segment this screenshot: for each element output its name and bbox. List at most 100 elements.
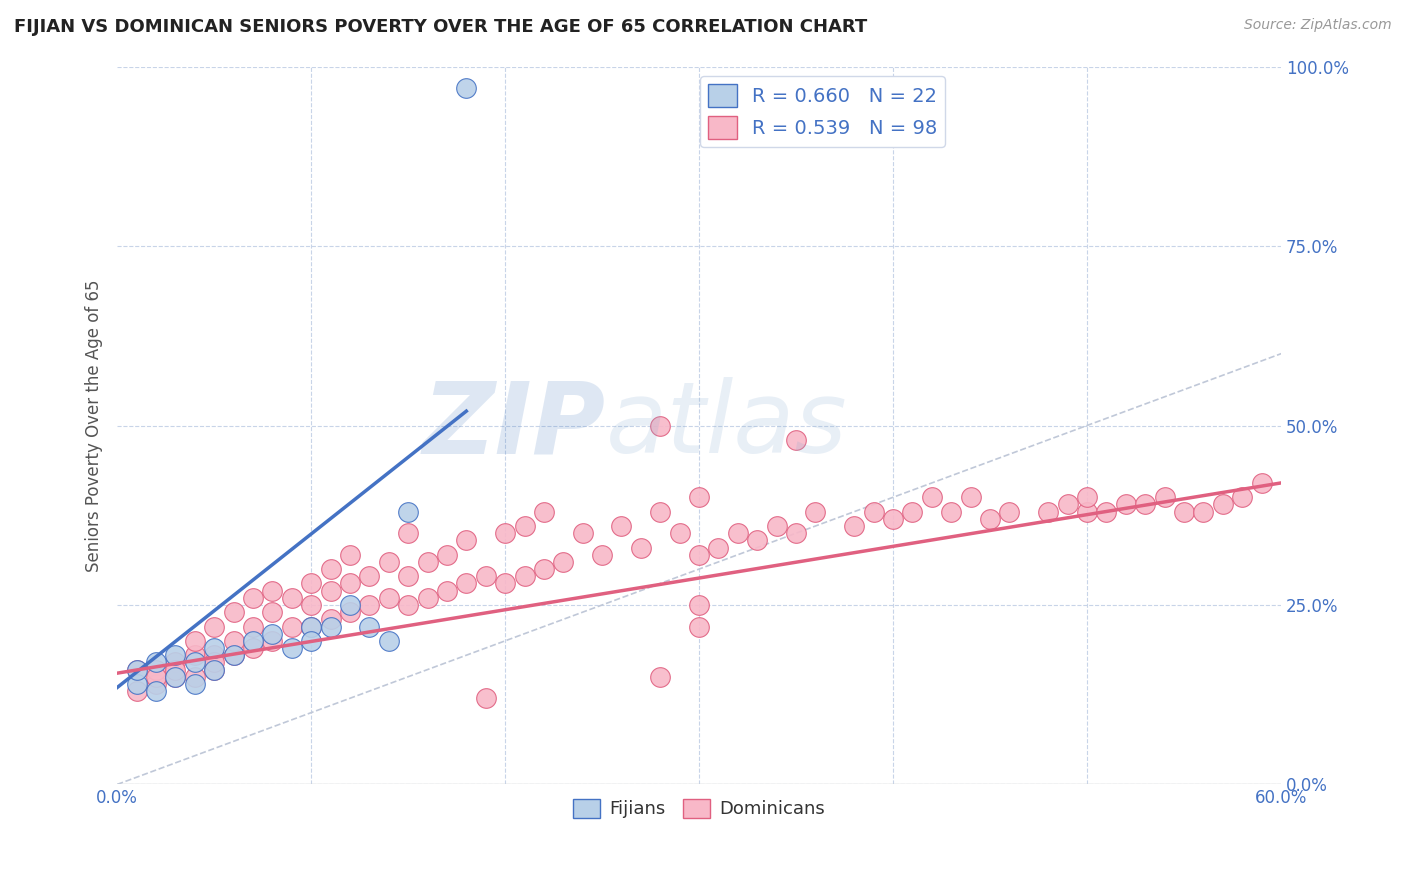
Text: Source: ZipAtlas.com: Source: ZipAtlas.com — [1244, 18, 1392, 32]
Point — [1056, 498, 1078, 512]
Point — [222, 648, 245, 663]
Point — [222, 633, 245, 648]
Point — [650, 418, 672, 433]
Point — [785, 433, 807, 447]
Point — [202, 663, 225, 677]
Point — [319, 583, 342, 598]
Point — [591, 548, 613, 562]
Point — [125, 684, 148, 698]
Point — [319, 612, 342, 626]
Point — [319, 619, 342, 633]
Legend: Fijians, Dominicans: Fijians, Dominicans — [565, 792, 832, 826]
Point — [165, 670, 187, 684]
Point — [125, 677, 148, 691]
Point — [184, 670, 207, 684]
Point — [165, 648, 187, 663]
Point — [901, 505, 924, 519]
Point — [727, 526, 749, 541]
Point — [862, 505, 884, 519]
Point — [396, 505, 419, 519]
Point — [299, 619, 322, 633]
Point — [630, 541, 652, 555]
Point — [1250, 475, 1272, 490]
Point — [184, 656, 207, 670]
Point — [145, 670, 167, 684]
Point — [319, 562, 342, 576]
Point — [474, 569, 496, 583]
Point — [359, 619, 381, 633]
Point — [299, 598, 322, 612]
Point — [1038, 505, 1060, 519]
Point — [650, 505, 672, 519]
Point — [339, 598, 361, 612]
Point — [339, 576, 361, 591]
Point — [688, 491, 710, 505]
Point — [610, 519, 633, 533]
Point — [1133, 498, 1156, 512]
Point — [145, 663, 167, 677]
Point — [979, 512, 1001, 526]
Point — [844, 519, 866, 533]
Point — [668, 526, 690, 541]
Point — [1115, 498, 1137, 512]
Point — [339, 548, 361, 562]
Point — [1076, 491, 1098, 505]
Point — [959, 491, 981, 505]
Point — [165, 656, 187, 670]
Point — [339, 605, 361, 619]
Point — [299, 619, 322, 633]
Point — [707, 541, 730, 555]
Point — [785, 526, 807, 541]
Point — [299, 576, 322, 591]
Point — [1212, 498, 1234, 512]
Point — [494, 576, 516, 591]
Point — [456, 576, 478, 591]
Point — [165, 670, 187, 684]
Point — [262, 583, 284, 598]
Point — [436, 548, 458, 562]
Point — [145, 656, 167, 670]
Point — [533, 562, 555, 576]
Point — [436, 583, 458, 598]
Point — [242, 619, 264, 633]
Point — [456, 81, 478, 95]
Point — [513, 519, 536, 533]
Point — [533, 505, 555, 519]
Point — [184, 648, 207, 663]
Point — [242, 641, 264, 656]
Point — [494, 526, 516, 541]
Point — [921, 491, 943, 505]
Point — [145, 677, 167, 691]
Point — [747, 533, 769, 548]
Point — [222, 605, 245, 619]
Point — [145, 684, 167, 698]
Point — [184, 677, 207, 691]
Point — [377, 591, 399, 605]
Text: atlas: atlas — [606, 377, 848, 474]
Point — [650, 670, 672, 684]
Point — [125, 663, 148, 677]
Point — [202, 663, 225, 677]
Point — [553, 555, 575, 569]
Point — [242, 633, 264, 648]
Point — [882, 512, 904, 526]
Point — [513, 569, 536, 583]
Point — [281, 641, 304, 656]
Point — [262, 605, 284, 619]
Point — [377, 633, 399, 648]
Y-axis label: Seniors Poverty Over the Age of 65: Seniors Poverty Over the Age of 65 — [86, 279, 103, 572]
Point — [281, 591, 304, 605]
Point — [299, 633, 322, 648]
Point — [1153, 491, 1175, 505]
Point — [941, 505, 963, 519]
Point — [202, 619, 225, 633]
Point — [456, 533, 478, 548]
Point — [416, 555, 439, 569]
Point — [359, 569, 381, 583]
Point — [804, 505, 827, 519]
Point — [359, 598, 381, 612]
Point — [125, 663, 148, 677]
Point — [1192, 505, 1215, 519]
Point — [262, 633, 284, 648]
Point — [1173, 505, 1195, 519]
